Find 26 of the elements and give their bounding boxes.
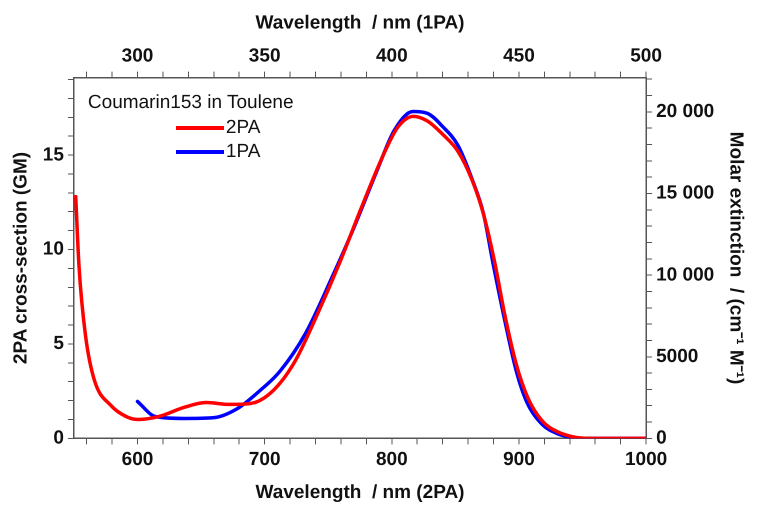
x2-tick-label: 350 [248,45,281,66]
y2-tick-label: 0 [656,428,667,449]
x-axis-title: Wavelength / nm (2PA) [255,482,465,503]
y-tick-label: 0 [53,428,64,449]
x2-axis-title: Wavelength / nm (1PA) [255,12,465,34]
x2-tick-label: 300 [122,45,154,66]
legend-label: 2PA [226,116,260,139]
y2-tick-label: 15 000 [656,182,714,204]
y-axis-title: 2PA cross-section (GM) [10,152,32,364]
x2-tick-label: 400 [376,45,408,66]
x2-tick-label: 450 [503,45,535,66]
y-tick-label: 15 [42,144,64,166]
x-tick-label: 1000 [624,449,668,470]
y2-axis-title: Molar extinction / (cm⁻¹ M⁻¹) [725,132,746,384]
y-tick-label: 10 [42,238,64,260]
y-tick-label: 5 [53,333,64,354]
x-tick-label: 600 [122,449,154,470]
y2-tick-label: 10 000 [656,264,714,286]
y2-tick-label: 20 000 [656,101,714,122]
x-tick-label: 900 [503,449,535,470]
x-tick-label: 800 [376,449,408,470]
x2-tick-label: 500 [630,45,662,66]
legend-label: 1PA [226,140,260,163]
x-tick-label: 700 [248,449,281,470]
legend-title: Coumarin153 in Toulene [88,92,294,114]
y2-tick-label: 5000 [656,346,698,368]
